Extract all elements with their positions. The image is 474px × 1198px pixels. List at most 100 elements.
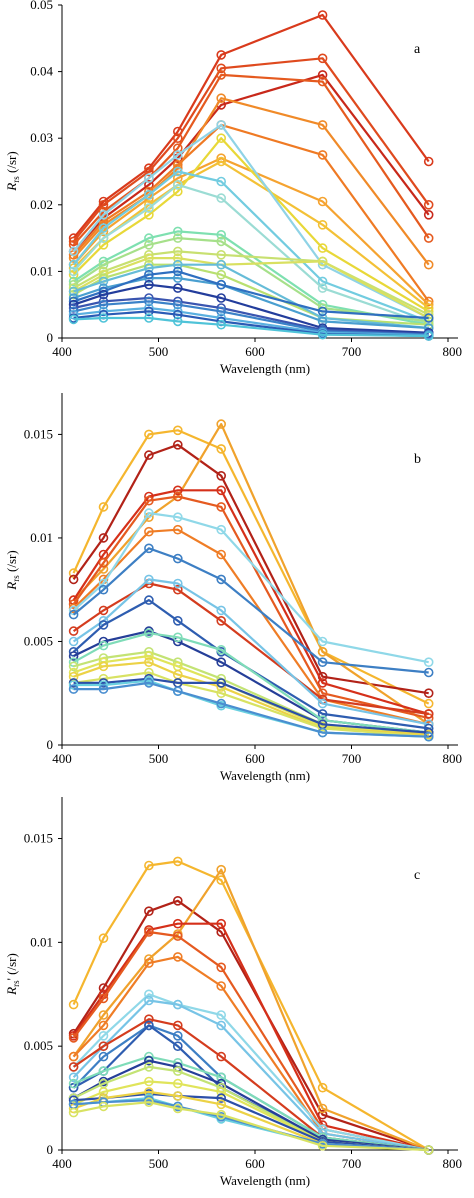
data-point [173,1091,183,1101]
data-point [173,143,183,153]
data-point [98,620,109,630]
y-tick-label: 0.005 [24,1038,53,1053]
data-point [423,688,434,699]
data-point [317,76,328,87]
data-point [144,296,154,307]
data-point [98,1066,109,1076]
data-point [216,133,226,143]
series-line [72,13,430,239]
y-axis-title: Rrs (/sr) [4,151,21,191]
data-point [317,276,328,287]
data-point [98,1101,109,1112]
data-point [317,1082,328,1093]
data-point [68,266,79,277]
data-point [98,259,109,270]
x-tick-label: 600 [245,1156,265,1171]
data-point [216,502,226,512]
data-point [216,918,226,929]
data-point [423,200,434,210]
data-point [317,53,328,64]
data-point [68,1033,79,1043]
data-point [173,226,183,237]
data-point [68,661,79,672]
series-line [72,443,429,695]
data-point [423,306,434,317]
data-point [173,173,183,183]
x-axis-title: Wavelength (nm) [220,768,310,783]
data-point [173,615,183,626]
panel-b: 400 500 600 700 800 0 0.005 0.01 0.015 Wavelength… [4,393,462,783]
data-point [423,657,434,668]
y-tick-label: 0.03 [30,130,53,145]
x-tick-label: 500 [149,344,169,359]
data-point [173,273,183,283]
data-point [98,1010,109,1020]
data-point [98,1051,109,1062]
series-line [72,511,429,664]
data-point [68,684,79,694]
data-point [216,981,226,991]
data-point [216,120,226,130]
data-point [144,651,154,661]
data-point [317,636,328,647]
data-point [98,502,109,512]
data-point [144,526,154,537]
data-point [98,533,109,543]
svg-text:Rrs (/sr): Rrs (/sr) [4,550,21,590]
series-line [72,137,430,313]
data-point [68,1062,79,1072]
data-point [68,314,79,325]
data-point [216,70,226,80]
data-point [98,993,109,1004]
svg-text:Rrs' (/sr): Rrs' (/sr) [4,953,21,996]
data-point [173,133,183,143]
data-point [68,293,79,303]
x-tick-label: 800 [443,751,463,766]
panel-label: b [414,452,421,467]
data-point [144,306,154,317]
data-point [317,120,328,130]
data-point [216,269,226,280]
series-1 [68,856,434,1155]
x-tick-label: 500 [149,1156,169,1171]
series-line [72,170,430,323]
data-point [317,727,328,738]
data-point [423,1145,434,1155]
y-tick-label: 0.005 [24,633,53,648]
data-point [98,276,109,287]
series-line [72,489,430,715]
data-point [98,1020,109,1031]
data-point [68,286,79,297]
data-point [317,243,328,253]
data-point [173,266,183,277]
series-9 [68,578,434,719]
data-point [423,259,434,270]
data-point [68,1107,79,1118]
x-tick-label: 700 [342,751,362,766]
data-point [216,93,226,103]
panel-label: a [414,42,421,57]
data-point [173,1103,183,1114]
data-point [173,233,183,243]
data-point [144,1076,154,1087]
y-tick-label: 0.01 [30,263,53,278]
data-point [144,269,154,280]
data-point [68,259,79,270]
data-point [173,918,183,929]
data-point [216,193,226,203]
data-point [173,439,183,450]
data-point [216,698,226,709]
data-point [216,319,226,330]
data-point [173,485,183,496]
y-tick-label: 0 [47,330,54,345]
data-point [317,256,328,267]
data-point [144,180,154,190]
data-point [98,210,109,220]
data-point [68,609,79,620]
data-point [173,512,183,523]
series-line [73,1101,429,1152]
series-line [72,73,430,246]
data-point [98,661,109,672]
data-point [144,860,154,871]
data-point [98,1041,109,1051]
